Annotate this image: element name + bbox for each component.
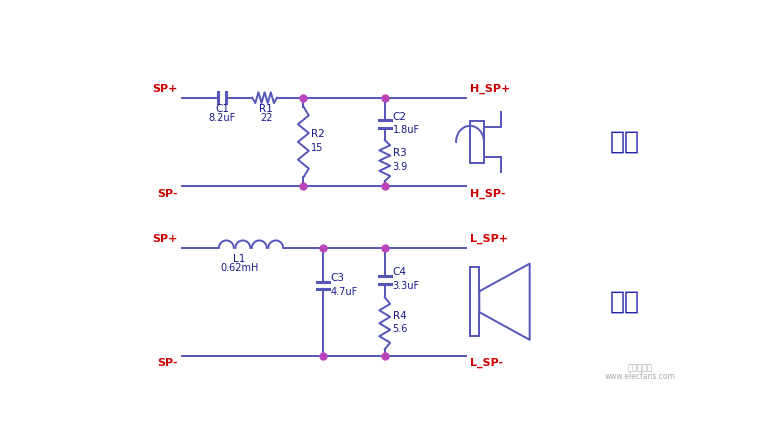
Text: H_SP-: H_SP-: [470, 188, 506, 199]
Text: L_SP-: L_SP-: [470, 358, 503, 368]
Text: H_SP+: H_SP+: [470, 84, 510, 94]
Text: R2: R2: [311, 129, 325, 139]
Text: SP+: SP+: [152, 84, 178, 94]
Text: C3: C3: [331, 273, 344, 283]
Text: 电子发烧友: 电子发烧友: [628, 363, 653, 372]
Text: 0.62mH: 0.62mH: [220, 263, 259, 273]
Text: R4: R4: [393, 311, 406, 320]
Bar: [470, 267, 479, 336]
Polygon shape: [479, 263, 530, 340]
Text: L1: L1: [234, 254, 245, 264]
Text: www.elecfans.com: www.elecfans.com: [605, 372, 676, 381]
Text: R3: R3: [393, 148, 406, 158]
Text: SP-: SP-: [158, 358, 178, 368]
Text: C2: C2: [393, 112, 406, 121]
Text: 15: 15: [311, 143, 324, 153]
Text: 5.6: 5.6: [393, 324, 408, 335]
Text: 22: 22: [260, 113, 272, 123]
Text: SP+: SP+: [152, 234, 178, 244]
Text: L_SP+: L_SP+: [470, 234, 508, 244]
Text: 3.3uF: 3.3uF: [393, 281, 419, 291]
Text: 3.9: 3.9: [393, 162, 408, 172]
Text: C4: C4: [393, 267, 406, 278]
Text: C1: C1: [215, 104, 229, 114]
Text: 4.7uF: 4.7uF: [331, 287, 358, 297]
Text: 8.2uF: 8.2uF: [209, 113, 236, 123]
Text: 低音: 低音: [609, 290, 640, 314]
Text: 高音: 高音: [609, 130, 640, 154]
Text: R1: R1: [260, 104, 273, 114]
Bar: [470, 121, 484, 163]
Text: SP-: SP-: [158, 188, 178, 199]
Text: 1.8uF: 1.8uF: [393, 125, 419, 136]
